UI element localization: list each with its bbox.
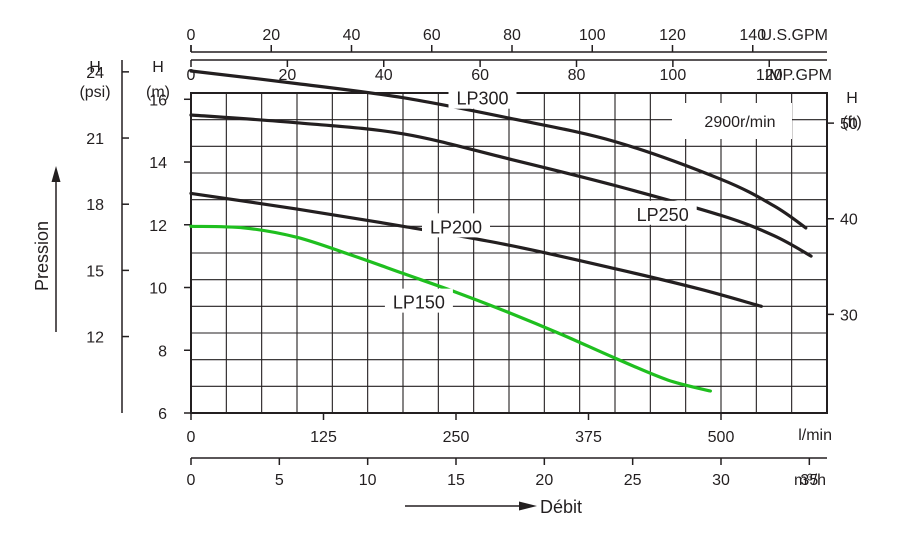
ft-label-h: H — [846, 90, 858, 107]
speed-label: 2900r/min — [704, 114, 775, 131]
psi-label-unit: (psi) — [79, 84, 110, 101]
usgpm-tick-label: 60 — [423, 27, 441, 44]
usgpm-tick-label: 140 — [739, 27, 766, 44]
psi-tick-label: 12 — [86, 330, 104, 347]
usgpm-tick-label: 20 — [262, 27, 280, 44]
x-tick-label: 250 — [443, 429, 470, 446]
usgpm-tick-label: 120 — [659, 27, 686, 44]
top-impgpm-ticks: 0 20 40 60 80 100 120 — [187, 60, 783, 84]
m3h-tick-label: 30 — [712, 472, 730, 489]
impgpm-tick-label: 120 — [756, 67, 783, 84]
psi-tick-label: 18 — [86, 197, 104, 214]
ft-tick-label: 30 — [840, 307, 858, 324]
y-tick-label: 10 — [149, 281, 167, 298]
psi-tick-label: 24 — [86, 65, 104, 82]
usgpm-tick-label: 80 — [503, 27, 521, 44]
y-axis-ticks: 6 8 10 12 14 16 — [149, 92, 191, 423]
impgpm-tick-label: 100 — [660, 67, 687, 84]
m3h-tick-label: 35 — [800, 472, 818, 489]
x-tick-label: 0 — [187, 429, 196, 446]
y-label-unit: (m) — [146, 84, 170, 101]
x-tick-label: 500 — [708, 429, 735, 446]
y-tick-label: 14 — [149, 155, 167, 172]
impgpm-tick-label: 60 — [471, 67, 489, 84]
x-tick-label: 125 — [310, 429, 337, 446]
m3h-tick-label: 10 — [359, 472, 377, 489]
flow-label: Débit — [540, 497, 582, 517]
x-axis-ticks: 0 125 250 375 500 — [187, 413, 735, 446]
impgpm-tick-label: 40 — [375, 67, 393, 84]
speed-label-box — [672, 103, 792, 139]
impgpm-tick-label: 20 — [278, 67, 296, 84]
y-label-h: H — [152, 59, 164, 76]
impgpm-unit-label: IMP.GPM — [765, 67, 832, 84]
pressure-label: Pression — [32, 221, 52, 291]
series-label-bg — [384, 288, 453, 313]
ft-tick-label: 40 — [840, 212, 858, 229]
usgpm-tick-label: 100 — [579, 27, 606, 44]
series-line-lp150 — [189, 224, 712, 393]
pressure-arrow-head — [51, 166, 61, 182]
series-label-bg — [628, 200, 697, 225]
left-psi-ticks: 12 15 18 21 24 — [86, 65, 129, 347]
series-layer — [189, 69, 813, 393]
impgpm-tick-label: 80 — [568, 67, 586, 84]
series-label-lp200: LP200 — [430, 217, 482, 237]
chart-grid — [191, 93, 827, 413]
y-tick-label: 16 — [149, 92, 167, 109]
series-line-lp250 — [189, 113, 813, 258]
series-labels: LP300 LP250 LP200 LP150 — [384, 84, 697, 313]
series-label-lp250: LP250 — [637, 205, 689, 225]
series-label-bg — [448, 84, 517, 109]
m3h-tick-label: 0 — [187, 472, 196, 489]
impgpm-tick-label: 0 — [187, 67, 196, 84]
usgpm-tick-label: 40 — [343, 27, 361, 44]
m3h-unit-label: m³/h — [794, 472, 826, 489]
m3h-tick-label: 25 — [624, 472, 642, 489]
series-line-lp300 — [189, 69, 808, 230]
series-label-lp150: LP150 — [393, 293, 445, 313]
psi-label-h: H — [89, 59, 101, 76]
x-tick-label: 375 — [575, 429, 602, 446]
top-usgpm-ticks: 0 20 40 60 80 100 120 140 — [187, 27, 766, 52]
ft-label-unit: (ft) — [842, 114, 862, 131]
series-line-lp200 — [189, 191, 763, 308]
y-tick-label: 8 — [158, 343, 167, 360]
y-tick-label: 6 — [158, 406, 167, 423]
ft-tick-label: 50 — [840, 116, 858, 133]
series-label-bg — [422, 213, 490, 238]
axis-lines — [121, 45, 827, 459]
usgpm-unit-label: U.S.GPM — [760, 27, 828, 44]
m3h-tick-label: 20 — [535, 472, 553, 489]
y-tick-label: 12 — [149, 218, 167, 235]
right-ft-ticks: 30 40 50 — [827, 116, 858, 324]
x-unit-label: l/min — [798, 427, 832, 444]
psi-tick-label: 21 — [86, 131, 104, 148]
bottom-m3h-ticks: 0 5 10 15 20 25 30 35 — [187, 458, 818, 489]
usgpm-tick-label: 0 — [187, 27, 196, 44]
m3h-tick-label: 15 — [447, 472, 465, 489]
psi-tick-label: 15 — [86, 263, 104, 280]
m3h-tick-label: 5 — [275, 472, 284, 489]
series-label-lp300: LP300 — [456, 89, 508, 109]
flow-arrow-head — [519, 501, 537, 511]
